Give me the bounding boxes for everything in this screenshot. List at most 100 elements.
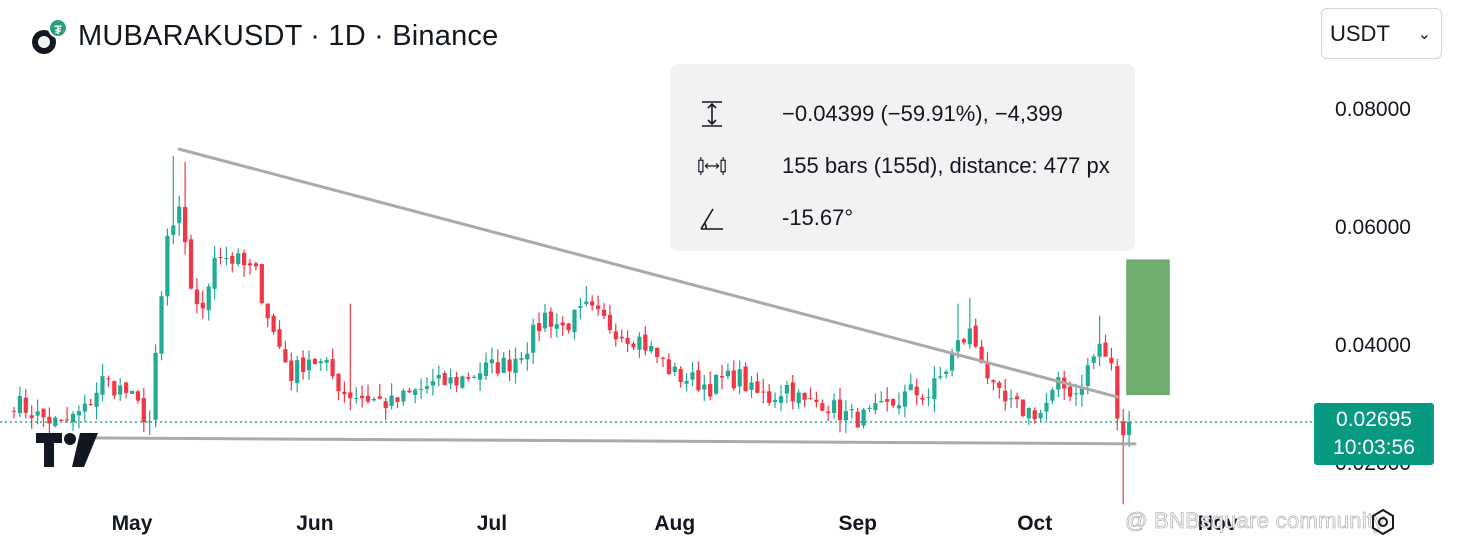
candle	[773, 392, 778, 408]
measure-info-box: −0.04399 (−59.91%), −4,399 155 bars (155…	[670, 64, 1135, 251]
candle	[336, 373, 341, 401]
candle	[1062, 370, 1067, 401]
candle	[76, 405, 81, 429]
candle	[171, 156, 176, 245]
candle	[141, 388, 146, 433]
candle-body	[678, 368, 683, 382]
candle-body	[277, 329, 282, 347]
candle-body	[879, 400, 884, 403]
candle-body	[507, 359, 512, 372]
candle-body	[1056, 377, 1061, 390]
candle	[94, 382, 99, 420]
candle-body	[129, 390, 135, 394]
candle	[531, 318, 536, 364]
time-axis[interactable]: May Jun Jul Aug Sep Oct Nov	[112, 512, 1238, 535]
candle-body	[731, 370, 736, 389]
candle-body	[442, 373, 447, 385]
candle	[613, 323, 618, 347]
candle-body	[289, 360, 294, 381]
candle	[271, 313, 276, 335]
candle	[41, 408, 46, 428]
candle-body	[637, 336, 642, 350]
candle	[236, 248, 241, 267]
candle	[17, 386, 22, 417]
candle-body	[483, 362, 489, 376]
candle-body	[212, 257, 217, 289]
candle	[1026, 407, 1031, 426]
candle	[88, 398, 93, 407]
candle-body	[259, 263, 264, 303]
candle	[1032, 407, 1037, 424]
candle-body	[1109, 357, 1114, 364]
binance-square-watermark: @ BNBsquare community	[1125, 508, 1385, 534]
candle-body	[885, 399, 890, 402]
candle-body	[436, 374, 441, 379]
candle-body	[649, 345, 654, 352]
candle-body	[849, 409, 854, 411]
candle-body	[348, 392, 353, 399]
candle	[342, 381, 347, 403]
candle	[796, 389, 801, 410]
candle-body	[743, 366, 748, 392]
measure-horizontal-icon	[698, 153, 726, 179]
candle	[873, 393, 878, 415]
candle	[843, 400, 848, 434]
price-change-row: −0.04399 (−59.91%), −4,399	[670, 88, 1135, 140]
candle	[383, 397, 388, 421]
candle	[855, 407, 860, 428]
candle-body	[837, 399, 843, 421]
candle	[631, 341, 636, 351]
last-price-value: 0.02695	[1336, 408, 1412, 431]
y-tick-label: 0.08000	[1335, 98, 1411, 121]
candle	[1014, 392, 1020, 409]
candle-body	[843, 411, 848, 421]
candles-layer	[11, 156, 1132, 505]
trendline-upper[interactable]	[177, 147, 1119, 399]
bars-text: 155 bars (155d), distance: 477 px	[782, 153, 1110, 178]
candle-body	[950, 354, 955, 371]
trendline-lower[interactable]	[83, 436, 1137, 446]
candle	[265, 303, 270, 328]
candle-body	[531, 324, 536, 353]
settings-icon[interactable]	[1369, 508, 1397, 536]
candle	[360, 385, 365, 408]
symbol-header[interactable]: ₮ MUBARAKUSDT · 1D · Binance	[30, 16, 498, 56]
candle	[637, 332, 642, 358]
candle	[761, 378, 766, 404]
candle	[778, 385, 784, 412]
candle	[135, 390, 140, 404]
measure-range-box[interactable]	[1126, 259, 1170, 396]
x-tick-label: Nov	[1198, 512, 1238, 535]
candle-body	[23, 397, 28, 413]
candle-body	[596, 305, 601, 310]
candle-body	[330, 359, 335, 377]
candle	[23, 389, 28, 419]
x-tick-label: May	[112, 512, 153, 535]
candle	[100, 364, 105, 402]
candle-body	[295, 360, 300, 384]
candle	[401, 388, 406, 406]
candle-body	[365, 395, 371, 402]
candle	[684, 373, 689, 392]
candle	[955, 303, 961, 359]
x-tick-label: Oct	[1017, 512, 1052, 535]
candle-body	[47, 416, 52, 424]
candle-body	[118, 385, 123, 395]
candle-body	[407, 390, 412, 393]
angle-text: -15.67°	[782, 205, 854, 230]
candle-body	[672, 366, 677, 373]
candle	[301, 350, 306, 380]
candle-body	[631, 343, 636, 348]
candle	[719, 364, 725, 390]
candle	[212, 245, 217, 300]
candle	[1056, 371, 1061, 398]
candle-body	[542, 312, 548, 329]
candle-body	[519, 358, 524, 360]
candle-body	[224, 257, 229, 259]
candle-body	[607, 314, 612, 330]
currency-select[interactable]: USDT ⌄	[1321, 8, 1442, 59]
candle	[177, 195, 182, 236]
chevron-down-icon: ⌄	[1417, 25, 1431, 43]
candle-body	[153, 352, 158, 420]
candle	[395, 396, 400, 409]
